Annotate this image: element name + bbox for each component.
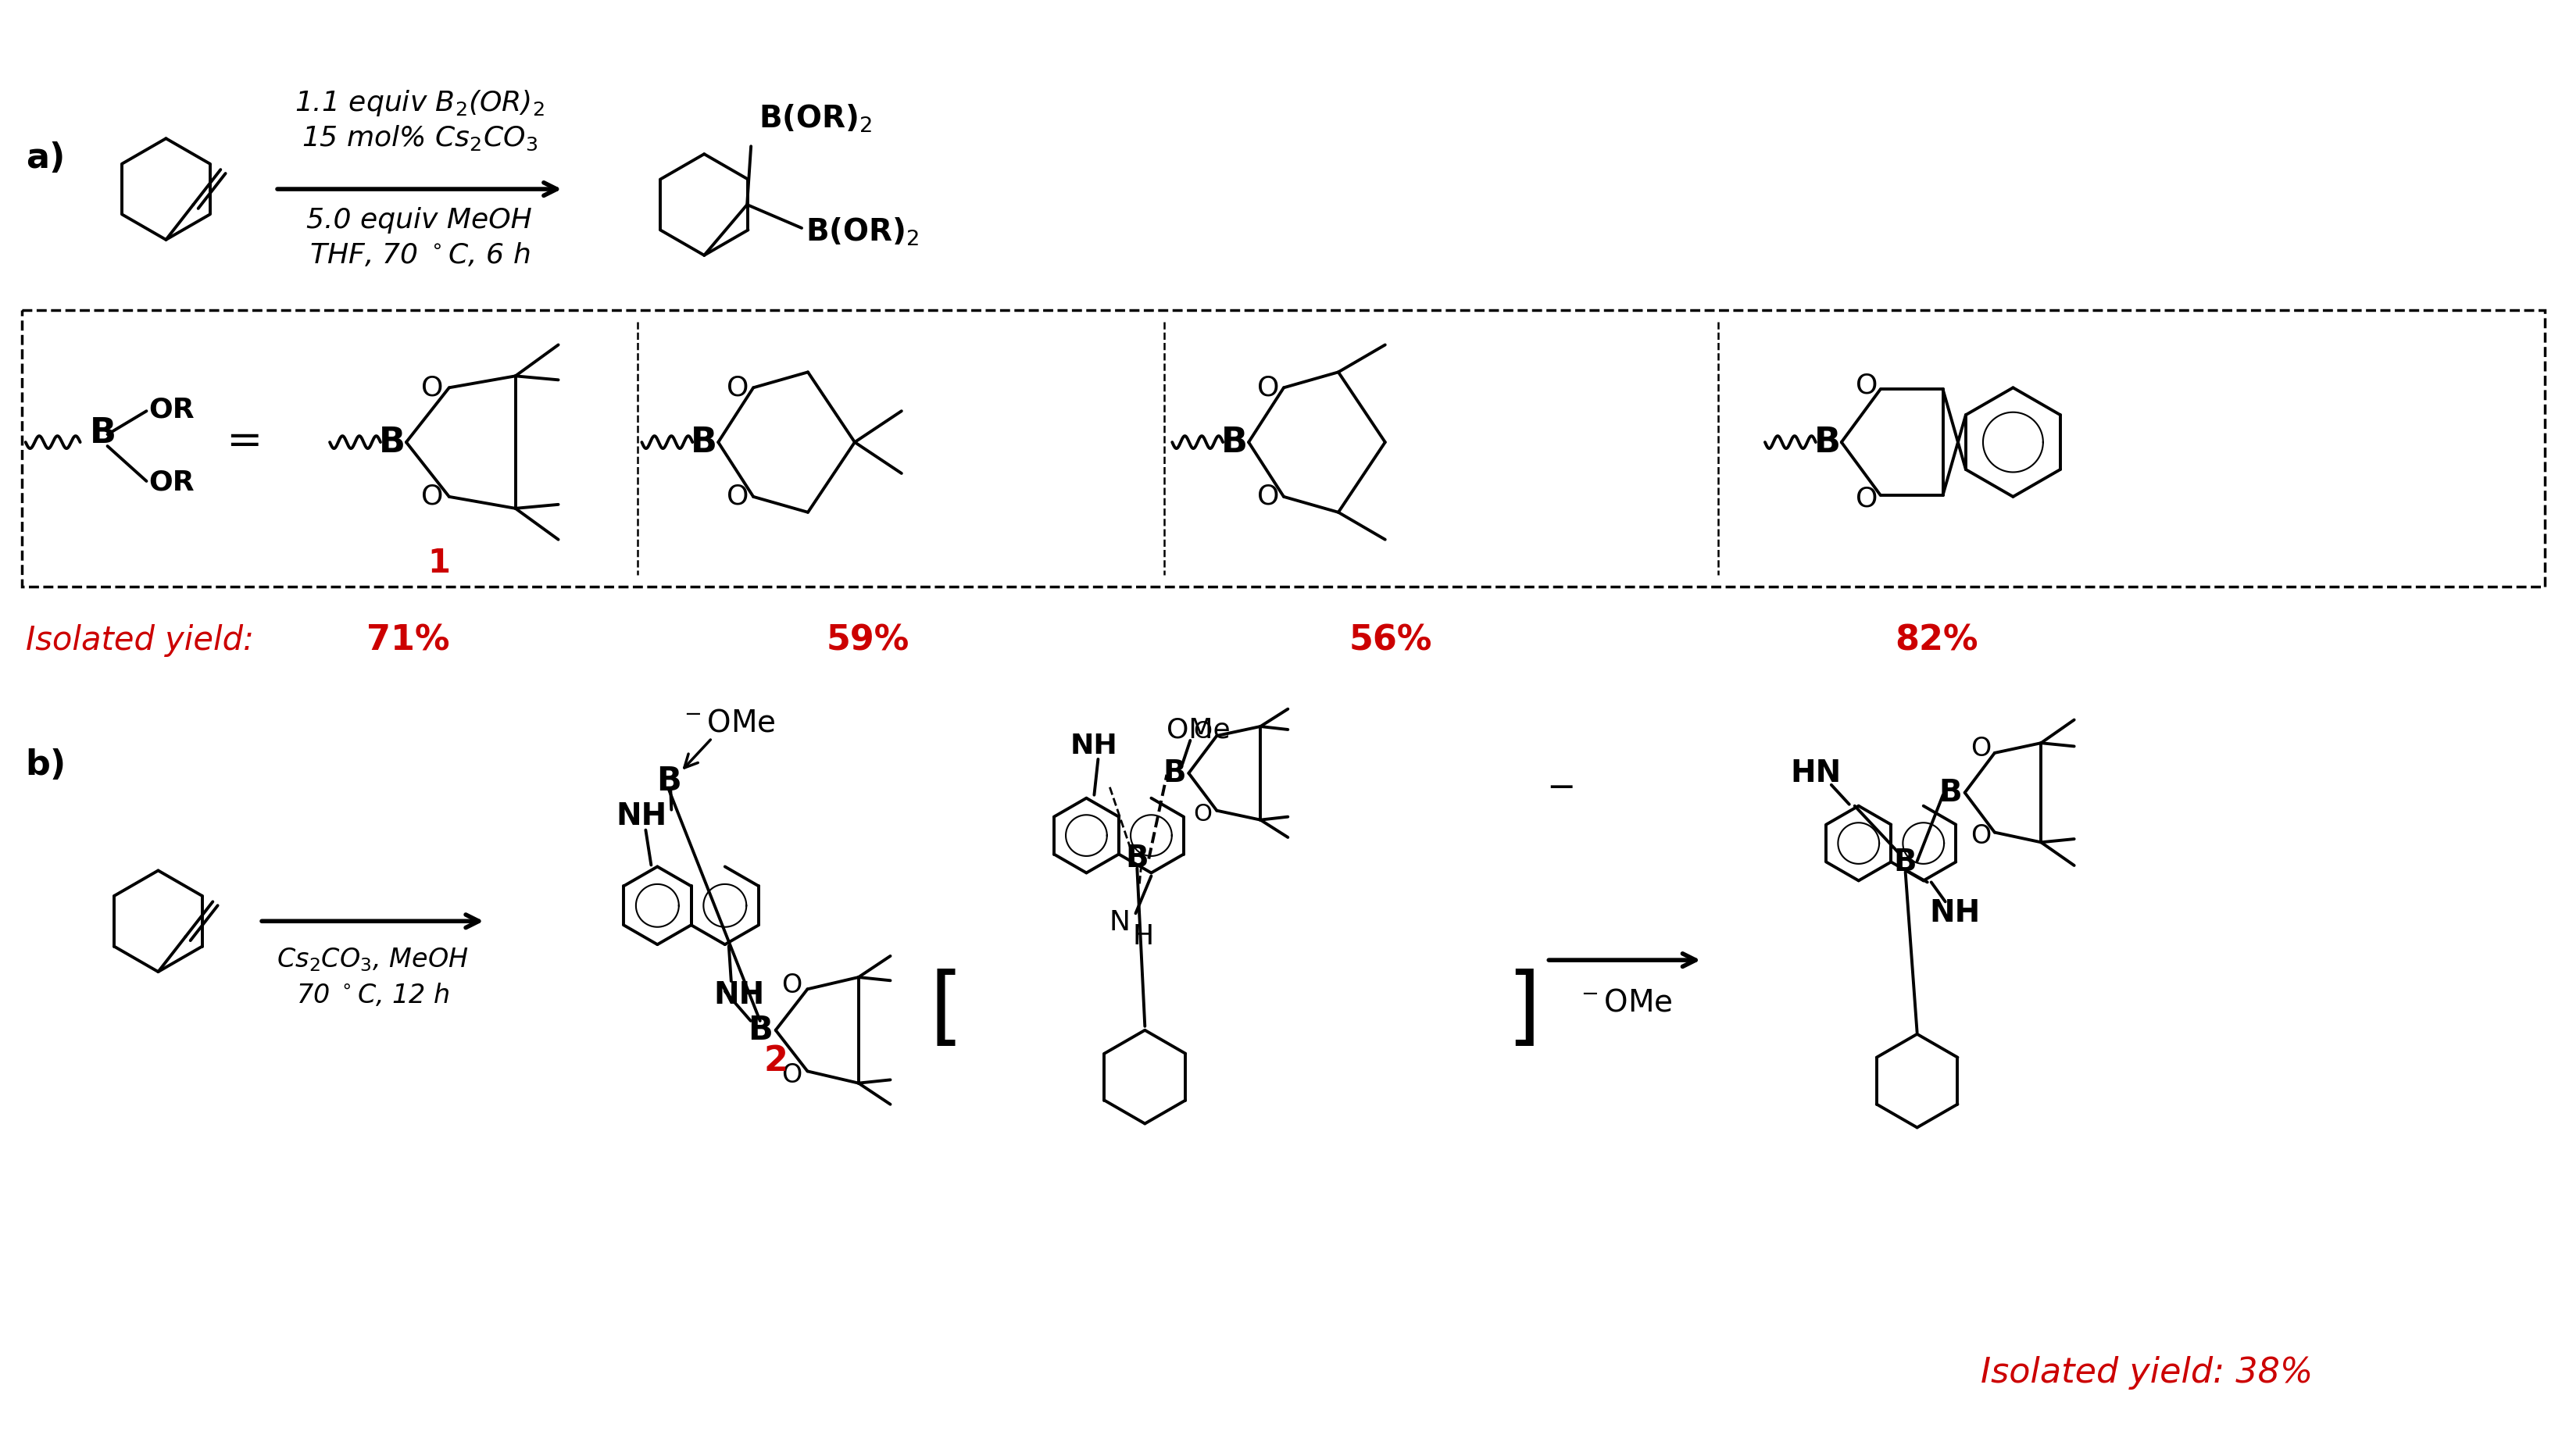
Text: O: O xyxy=(1855,373,1878,399)
Text: Isolated yield:: Isolated yield: xyxy=(26,625,254,657)
Text: O: O xyxy=(781,1063,802,1088)
Text: a): a) xyxy=(26,141,64,175)
Text: B(OR)$_2$: B(OR)$_2$ xyxy=(804,215,920,248)
Text: O: O xyxy=(728,483,748,510)
Text: Isolated yield: 38%: Isolated yield: 38% xyxy=(1980,1356,2313,1389)
Text: O: O xyxy=(420,374,443,400)
Text: OR: OR xyxy=(149,396,195,422)
Text: HN: HN xyxy=(1791,759,1840,788)
Text: B: B xyxy=(1814,425,1840,459)
Text: O: O xyxy=(1970,737,1991,761)
Text: B: B xyxy=(1893,847,1916,878)
Text: O: O xyxy=(1258,374,1278,400)
Text: OMe: OMe xyxy=(1166,716,1230,744)
Text: O: O xyxy=(1194,804,1212,826)
Text: B: B xyxy=(1939,778,1962,808)
Text: THF, 70 $^\circ$C, 6 h: THF, 70 $^\circ$C, 6 h xyxy=(310,242,530,269)
Text: Cs$_2$CO$_3$, MeOH: Cs$_2$CO$_3$, MeOH xyxy=(277,946,469,974)
Text: B: B xyxy=(1163,759,1186,788)
Text: 59%: 59% xyxy=(825,625,910,658)
Text: ]: ] xyxy=(1506,968,1540,1053)
Text: 70 $^\circ$C, 12 h: 70 $^\circ$C, 12 h xyxy=(295,981,448,1009)
Text: O: O xyxy=(728,374,748,400)
Text: O: O xyxy=(1855,486,1878,513)
Text: B(OR)$_2$: B(OR)$_2$ xyxy=(758,103,871,134)
Text: O: O xyxy=(1194,721,1212,743)
Text: b): b) xyxy=(26,748,67,782)
Text: B: B xyxy=(1222,425,1248,459)
Text: =: = xyxy=(225,421,261,463)
Text: B: B xyxy=(692,425,717,459)
Text: NH: NH xyxy=(1929,898,1980,927)
Text: NH: NH xyxy=(615,801,666,831)
Text: B: B xyxy=(379,425,405,459)
Text: $-$: $-$ xyxy=(1545,769,1573,802)
Text: 1.1 equiv B$_2$(OR)$_2$: 1.1 equiv B$_2$(OR)$_2$ xyxy=(295,89,543,118)
Text: B: B xyxy=(1125,844,1148,874)
Text: 82%: 82% xyxy=(1893,625,1978,658)
Text: H: H xyxy=(1132,923,1153,949)
Text: 2: 2 xyxy=(763,1044,787,1077)
Text: O: O xyxy=(420,483,443,510)
Text: O: O xyxy=(781,973,802,999)
Text: $^-$OMe: $^-$OMe xyxy=(679,708,776,737)
Text: 1: 1 xyxy=(428,546,451,579)
Text: O: O xyxy=(1258,483,1278,510)
Text: B: B xyxy=(748,1013,771,1047)
Text: 15 mol% Cs$_2$CO$_3$: 15 mol% Cs$_2$CO$_3$ xyxy=(302,124,538,153)
Bar xyxy=(20,310,2544,587)
Text: NH: NH xyxy=(1071,732,1117,759)
Text: OR: OR xyxy=(149,469,195,496)
Text: [: [ xyxy=(930,968,963,1053)
Text: 56%: 56% xyxy=(1348,625,1432,658)
Text: O: O xyxy=(1970,823,1991,849)
Text: $^-$OMe: $^-$OMe xyxy=(1576,989,1673,1018)
Text: B: B xyxy=(656,764,681,798)
Text: N: N xyxy=(1109,910,1130,936)
Text: 71%: 71% xyxy=(366,625,448,658)
Text: B: B xyxy=(90,416,115,450)
Text: NH: NH xyxy=(712,980,763,1010)
Text: 5.0 equiv MeOH: 5.0 equiv MeOH xyxy=(307,207,533,233)
